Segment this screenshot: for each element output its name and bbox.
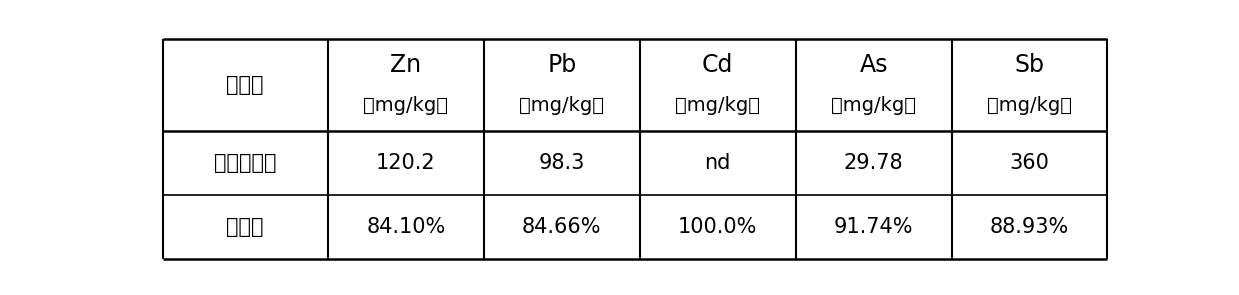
Text: 360: 360	[1010, 153, 1049, 173]
Text: Cd: Cd	[703, 53, 733, 77]
Bar	[795, 39, 952, 131]
Bar	[639, 131, 795, 195]
Bar	[952, 131, 1108, 195]
Text: 84.66%: 84.66%	[522, 217, 601, 237]
Text: 重金属: 重金属	[227, 75, 264, 95]
Text: 91.74%: 91.74%	[834, 217, 913, 237]
Text: 29.78: 29.78	[844, 153, 903, 173]
Bar	[639, 195, 795, 259]
Bar	[639, 39, 795, 131]
Bar	[328, 39, 483, 131]
Text: 100.0%: 100.0%	[678, 217, 757, 237]
Bar	[483, 39, 639, 131]
Bar	[162, 131, 328, 195]
Text: 去除率: 去除率	[227, 217, 264, 237]
Bar	[328, 131, 483, 195]
Bar	[795, 195, 952, 259]
Bar	[795, 131, 952, 195]
Text: 120.2: 120.2	[377, 153, 436, 173]
Bar	[483, 131, 639, 195]
Text: （mg/kg）: （mg/kg）	[675, 96, 761, 115]
Text: Pb: Pb	[548, 53, 576, 77]
Text: 98.3: 98.3	[539, 153, 585, 173]
Bar	[952, 195, 1108, 259]
Text: 淤洗后含量: 淤洗后含量	[214, 153, 276, 173]
Text: nd: nd	[705, 153, 731, 173]
Text: As: As	[860, 53, 888, 77]
Text: Sb: Sb	[1015, 53, 1044, 77]
Text: Zn: Zn	[390, 53, 421, 77]
Text: 84.10%: 84.10%	[367, 217, 446, 237]
Text: （mg/kg）: （mg/kg）	[987, 96, 1072, 115]
Bar	[162, 195, 328, 259]
Bar	[162, 39, 328, 131]
Text: （mg/kg）: （mg/kg）	[363, 96, 449, 115]
Text: （mg/kg）: （mg/kg）	[831, 96, 916, 115]
Text: 88.93%: 88.93%	[990, 217, 1069, 237]
Text: （mg/kg）: （mg/kg）	[519, 96, 605, 115]
Bar	[328, 195, 483, 259]
Bar	[483, 195, 639, 259]
Bar	[952, 39, 1108, 131]
